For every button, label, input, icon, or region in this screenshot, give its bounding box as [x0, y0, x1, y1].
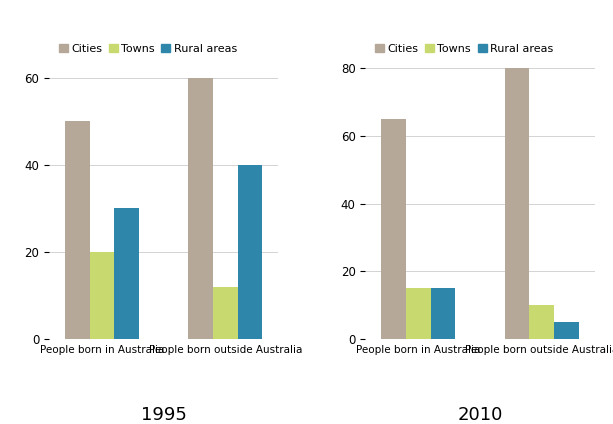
Bar	[188, 78, 213, 339]
Bar	[530, 305, 554, 339]
Text: 2010: 2010	[457, 406, 503, 424]
Bar	[65, 121, 89, 339]
Bar	[554, 322, 579, 339]
Bar	[89, 252, 114, 339]
Bar	[114, 208, 139, 339]
Bar	[406, 288, 430, 339]
Text: 1995: 1995	[141, 406, 186, 424]
Legend: Cities, Towns, Rural areas: Cities, Towns, Rural areas	[371, 39, 558, 59]
Bar	[213, 287, 238, 339]
Bar	[430, 288, 455, 339]
Bar	[381, 119, 406, 339]
Bar	[238, 165, 262, 339]
Legend: Cities, Towns, Rural areas: Cities, Towns, Rural areas	[55, 39, 242, 59]
Bar	[504, 68, 530, 339]
